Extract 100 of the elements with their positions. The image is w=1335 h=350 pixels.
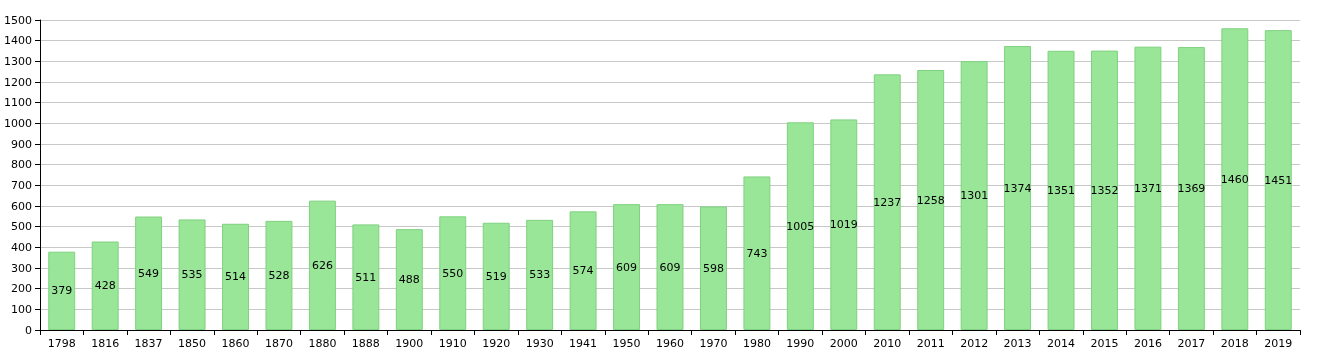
data-label: 1374 (1003, 181, 1032, 195)
y-tick-label: 1100 (4, 96, 32, 110)
data-label: 609 (659, 260, 681, 274)
bar (222, 223, 249, 330)
data-label: 1460 (1220, 172, 1249, 186)
bar (1177, 47, 1205, 330)
y-tick-label: 0 (25, 323, 32, 337)
x-tick-label: 2017 (1177, 337, 1206, 350)
bar (178, 219, 206, 330)
x-tick-label: 2014 (1047, 337, 1076, 350)
y-tick-label: 200 (11, 282, 32, 296)
y-tick-label: 1500 (4, 13, 32, 27)
y-tick-label: 1000 (4, 116, 32, 130)
x-tick-label: 2015 (1090, 337, 1119, 350)
x-tick-label: 1980 (742, 337, 771, 350)
data-label: 1352 (1090, 183, 1119, 197)
bar (352, 224, 380, 330)
bar (699, 206, 727, 330)
bar (873, 74, 901, 330)
x-tick-label: 2012 (960, 337, 989, 350)
data-label: 533 (529, 268, 551, 282)
bar (1047, 50, 1075, 330)
data-label: 511 (355, 270, 377, 284)
data-label: 598 (702, 261, 724, 275)
data-label: 1237 (873, 195, 902, 209)
bar (439, 216, 467, 330)
x-tick-label: 1850 (178, 337, 207, 350)
data-label: 488 (398, 273, 420, 287)
bar (1134, 46, 1162, 330)
data-label: 1301 (960, 189, 989, 203)
x-tick-label: 2013 (1003, 337, 1032, 350)
x-tick-label: 1860 (221, 337, 250, 350)
data-label: 1258 (916, 193, 945, 207)
data-label: 514 (225, 270, 247, 284)
data-label: 379 (51, 284, 73, 298)
data-label: 1351 (1047, 183, 1076, 197)
data-label: 535 (181, 268, 203, 282)
bar (960, 61, 988, 330)
bar (1264, 30, 1292, 330)
x-tick-label: 1950 (612, 337, 641, 350)
y-tick-label: 400 (11, 240, 32, 254)
y-tick-label: 1400 (4, 34, 32, 48)
y-tick-label: 900 (11, 137, 32, 151)
bar (569, 211, 597, 330)
data-label: 550 (442, 266, 464, 280)
x-tick-label: 2000 (829, 337, 858, 350)
bar (91, 241, 119, 330)
bar (830, 119, 858, 330)
y-tick-label: 1200 (4, 75, 32, 89)
data-label: 1371 (1133, 181, 1162, 195)
x-tick-label: 2010 (873, 337, 902, 350)
x-tick-label: 1941 (569, 337, 598, 350)
y-tick-label: 300 (11, 261, 32, 275)
bar (1221, 28, 1249, 330)
x-tick-label: 1888 (351, 337, 380, 350)
x-tick-label: 2019 (1264, 337, 1293, 350)
x-tick-label: 2016 (1133, 337, 1162, 350)
x-tick-label: 1870 (264, 337, 293, 350)
bar (482, 222, 510, 330)
bar (135, 216, 163, 330)
x-tick-label: 1880 (308, 337, 337, 350)
bar (265, 220, 293, 330)
x-tick-label: 1990 (786, 337, 815, 350)
y-tick-label: 800 (11, 158, 32, 172)
x-tick-label: 2011 (916, 337, 945, 350)
data-label: 574 (572, 264, 594, 278)
bar (743, 176, 771, 330)
x-tick-label: 1910 (438, 337, 467, 350)
y-tick-label: 1300 (4, 54, 32, 68)
data-label: 549 (138, 266, 160, 280)
x-tick-label: 1837 (134, 337, 163, 350)
bar (526, 219, 554, 330)
data-label: 1451 (1264, 173, 1293, 187)
y-tick-label: 700 (11, 178, 32, 192)
bar (917, 70, 945, 330)
bar (1091, 50, 1118, 330)
data-label: 626 (311, 258, 333, 272)
bar (656, 204, 684, 330)
data-label: 1369 (1177, 182, 1206, 196)
y-tick-label: 500 (11, 220, 32, 234)
x-tick-label: 1920 (482, 337, 511, 350)
x-tick-label: 1798 (47, 337, 76, 350)
bar (308, 200, 336, 330)
x-tick-label: 2018 (1220, 337, 1249, 350)
x-tick-label: 1960 (656, 337, 684, 350)
x-tick-label: 1970 (699, 337, 728, 350)
data-label: 428 (94, 279, 116, 293)
bar (613, 204, 641, 330)
data-label: 528 (268, 268, 290, 282)
data-label: 743 (746, 246, 768, 260)
x-tick-label: 1816 (91, 337, 120, 350)
data-label: 1019 (829, 218, 858, 232)
x-tick-label: 1930 (525, 337, 554, 350)
bar (1004, 46, 1032, 330)
data-label: 1005 (786, 219, 815, 233)
x-tick-label: 1900 (395, 337, 424, 350)
bar (786, 122, 814, 330)
bar (395, 229, 423, 330)
data-label: 519 (485, 269, 507, 283)
y-tick-label: 600 (11, 199, 32, 213)
